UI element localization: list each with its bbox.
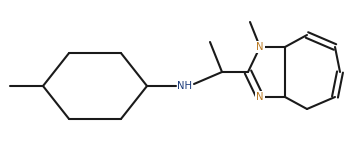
Text: N: N xyxy=(256,42,264,52)
Text: N: N xyxy=(256,92,264,102)
Text: NH: NH xyxy=(177,81,192,91)
